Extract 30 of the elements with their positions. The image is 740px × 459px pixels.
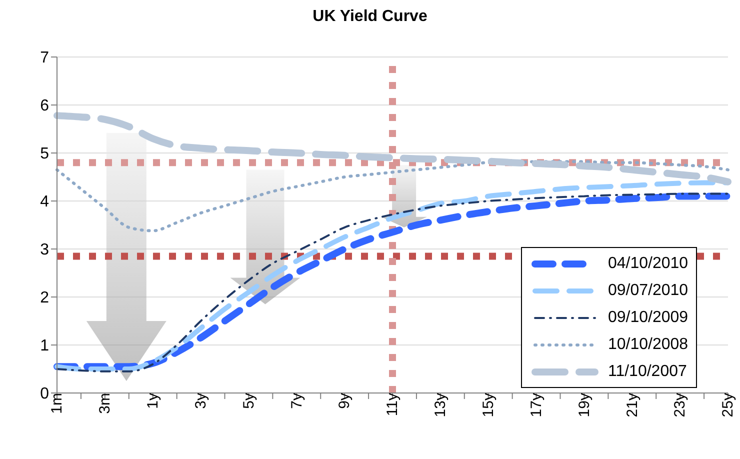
- y-tick-label: 7: [40, 50, 50, 67]
- legend-label: 11/10/2007: [608, 362, 687, 380]
- x-tick-label: 1m: [48, 393, 66, 414]
- y-tick-label: 1: [40, 338, 50, 355]
- y-tick-label: 4: [40, 194, 50, 211]
- y-tick-label: 3: [40, 242, 50, 259]
- line-series: [56, 160, 730, 232]
- x-tick-label: 3y: [192, 392, 210, 409]
- y-tick-label: 0: [40, 386, 50, 403]
- x-tick-label: 13y: [432, 392, 450, 418]
- x-tick-label: 11y: [384, 392, 402, 416]
- legend-label: 04/10/2010: [608, 254, 688, 272]
- legend-label: 09/10/2009: [608, 308, 688, 326]
- x-tick-label: 23y: [672, 392, 689, 418]
- chart-title: UK Yield Curve: [312, 8, 428, 26]
- x-tick-label: 17y: [528, 392, 545, 418]
- x-tick-label: 19y: [576, 392, 593, 418]
- legend-label: 10/10/2008: [608, 336, 688, 354]
- x-tick-label: 1y: [144, 392, 162, 409]
- x-tick-label: 21y: [624, 392, 641, 418]
- y-tick-label: 5: [40, 146, 50, 163]
- x-tick-label: 5y: [240, 392, 258, 409]
- x-tick-label: 3m: [96, 393, 114, 414]
- x-tick-label: 9y: [336, 392, 354, 409]
- legend-label: 09/07/2010: [608, 282, 688, 300]
- y-tick-label: 6: [40, 98, 50, 115]
- x-tick-label: 25y: [720, 392, 737, 418]
- x-tick-label: 7y: [288, 392, 306, 409]
- x-tick-label: 15y: [480, 392, 498, 418]
- y-tick-label: 2: [40, 290, 50, 307]
